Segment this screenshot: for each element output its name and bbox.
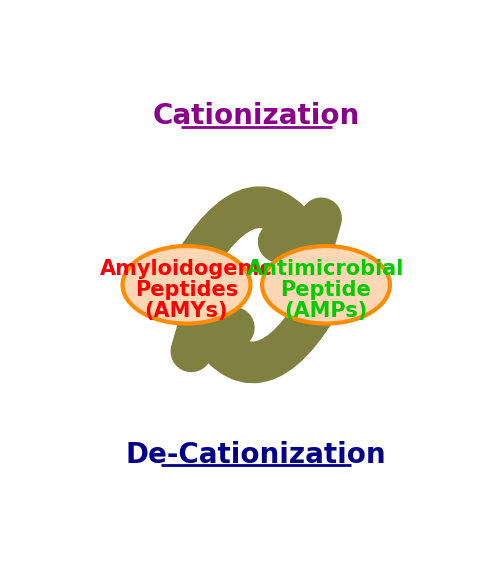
FancyArrowPatch shape <box>186 207 321 277</box>
Ellipse shape <box>122 246 250 324</box>
FancyArrowPatch shape <box>192 293 326 363</box>
Text: Cationization: Cationization <box>152 102 360 130</box>
Text: (AMPs): (AMPs) <box>284 301 368 321</box>
Text: Antimicrobial: Antimicrobial <box>248 258 404 279</box>
Text: De-Cationization: De-Cationization <box>126 440 386 469</box>
Ellipse shape <box>262 246 390 324</box>
Text: Peptides: Peptides <box>135 280 238 300</box>
Text: (AMYs): (AMYs) <box>145 301 228 321</box>
Text: Peptide: Peptide <box>280 280 372 300</box>
Text: Amyloidogenic: Amyloidogenic <box>100 258 273 279</box>
